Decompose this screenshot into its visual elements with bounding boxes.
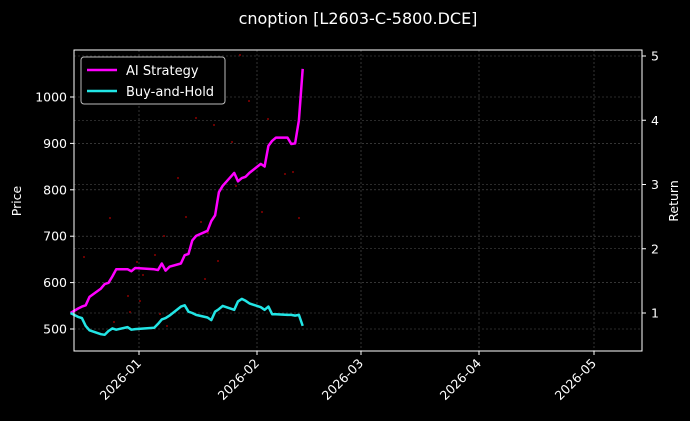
x-tick-label: 2026-05 bbox=[552, 356, 600, 404]
x-tick-label: 2026-04 bbox=[437, 355, 485, 403]
series-line-buy-and-hold bbox=[69, 297, 304, 337]
y-axis-label: Price bbox=[9, 185, 24, 216]
legend-label-ai-strategy: AI Strategy bbox=[126, 64, 199, 79]
y-tick-label: 800 bbox=[43, 182, 67, 197]
x-tick-label: 2026-03 bbox=[319, 356, 367, 404]
y2-tick-label: 5 bbox=[651, 49, 659, 64]
chart-title: cnoption [L2603-C-5800.DCE] bbox=[239, 9, 478, 28]
scatter-points bbox=[83, 54, 300, 327]
grid-lines bbox=[74, 50, 642, 351]
y-tick-label: 500 bbox=[43, 322, 67, 337]
y-axis-left: 500 600 700 800 900 1000 bbox=[35, 90, 74, 337]
plot-frame bbox=[73, 49, 643, 352]
y2-axis-label: Return bbox=[666, 180, 681, 221]
y2-tick-label: 2 bbox=[651, 241, 659, 256]
legend-label-buy-and-hold: Buy-and-Hold bbox=[126, 85, 214, 100]
y-tick-label: 900 bbox=[43, 136, 67, 151]
y2-tick-label: 4 bbox=[651, 113, 659, 128]
y-axis-right: 1 2 3 4 5 bbox=[642, 49, 659, 321]
series-lines bbox=[69, 68, 304, 337]
series-line-ai-strategy bbox=[69, 68, 304, 315]
y2-tick-label: 3 bbox=[651, 177, 659, 192]
y-tick-label: 700 bbox=[43, 229, 67, 244]
x-tick-label: 2026-01 bbox=[97, 356, 145, 404]
x-axis: 2026-01 2026-02 2026-03 2026-04 2026-05 bbox=[97, 351, 600, 404]
legend: AI Strategy Buy-and-Hold bbox=[80, 56, 226, 105]
y-tick-label: 1000 bbox=[35, 90, 67, 105]
y-tick-label: 600 bbox=[43, 275, 67, 290]
y2-tick-label: 1 bbox=[651, 306, 659, 321]
x-tick-label: 2026-02 bbox=[215, 356, 263, 404]
